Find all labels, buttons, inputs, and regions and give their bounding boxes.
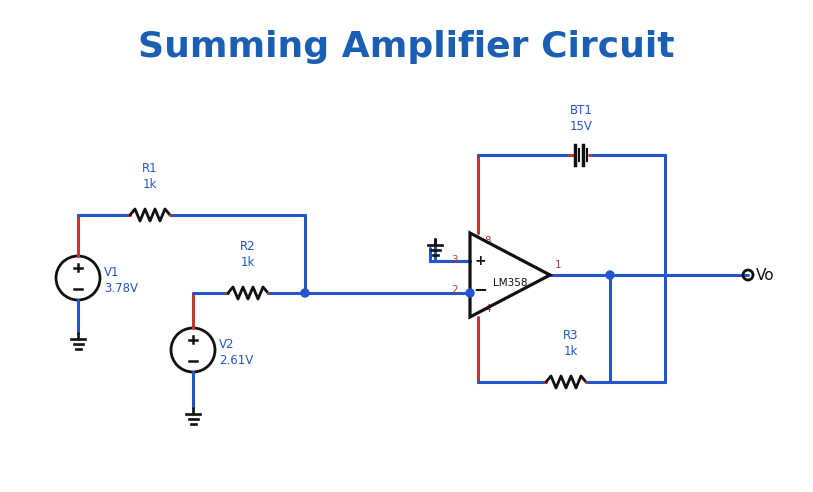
Text: Summing Amplifier Circuit: Summing Amplifier Circuit <box>137 30 674 64</box>
Text: 4: 4 <box>484 304 490 314</box>
Text: 3: 3 <box>451 255 458 265</box>
Text: Vo: Vo <box>756 268 775 282</box>
Text: R2
1k: R2 1k <box>240 240 256 269</box>
Text: 8: 8 <box>484 236 490 246</box>
Circle shape <box>301 289 309 297</box>
Text: BT1
15V: BT1 15V <box>570 104 593 133</box>
Text: R1
1k: R1 1k <box>142 162 158 191</box>
Text: V1
3.78V: V1 3.78V <box>104 266 138 295</box>
Text: LM358: LM358 <box>493 278 528 288</box>
Text: +: + <box>474 254 486 268</box>
Text: V2
2.61V: V2 2.61V <box>219 338 254 367</box>
Circle shape <box>466 289 474 297</box>
Text: −: − <box>473 280 487 298</box>
Text: 2: 2 <box>451 285 458 295</box>
Circle shape <box>606 271 614 279</box>
Text: 1: 1 <box>555 260 562 270</box>
Text: R3
1k: R3 1k <box>563 329 579 358</box>
